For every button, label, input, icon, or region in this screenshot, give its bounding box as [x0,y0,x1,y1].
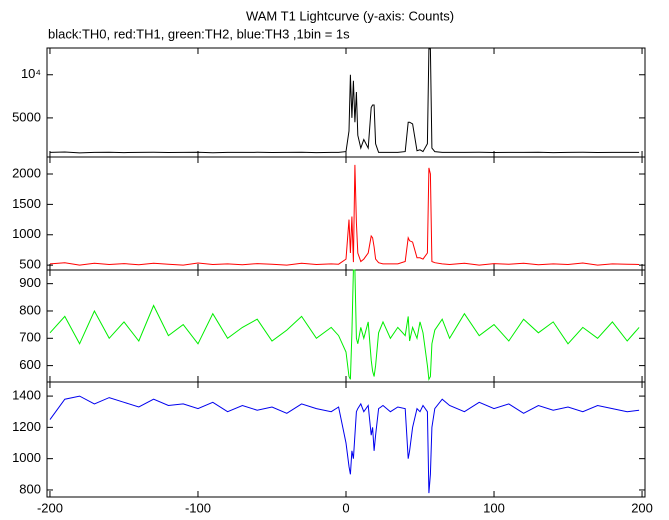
y-tick-label: 10⁴ [21,66,41,81]
y-tick-label: 800 [19,481,41,496]
y-tick-label: 600 [19,357,41,372]
panel-frame [46,269,646,383]
y-tick-label: 700 [19,330,41,345]
lightcurve-line [49,164,640,266]
panel-frame [46,47,646,158]
y-tick-label: 500 [19,257,41,272]
y-tick-label: 5000 [12,109,41,124]
y-tick-label: 1000 [12,226,41,241]
y-tick-label: 1400 [12,388,41,403]
y-tick-label: 1000 [12,450,41,465]
y-tick-label: 800 [19,302,41,317]
x-tick-label: -100 [185,500,211,515]
lightcurve-line [49,48,640,154]
chart-subtitle: black:TH0, red:TH1, green:TH2, blue:TH3 … [48,26,350,41]
chart-title: WAM T1 Lightcurve (y-axis: Counts) [246,8,454,23]
x-tick-label: 100 [483,500,505,515]
x-tick-label: 200 [631,500,653,515]
lightcurve-line [49,269,640,381]
y-tick-label: 1500 [12,196,41,211]
lightcurve-line [49,395,640,494]
x-tick-label: 0 [342,500,349,515]
y-tick-label: 900 [19,275,41,290]
x-tick-label: -200 [37,500,63,515]
y-tick-label: 1200 [12,419,41,434]
panel-frame [46,381,646,498]
y-tick-label: 2000 [12,165,41,180]
